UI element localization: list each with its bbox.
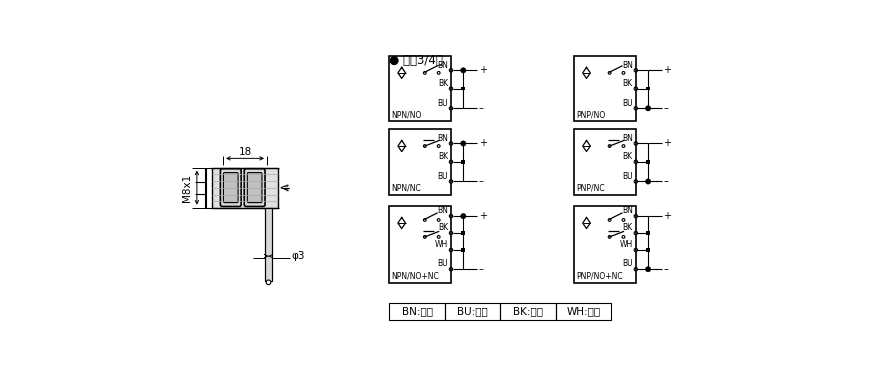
Text: +: +: [479, 211, 487, 221]
Text: +: +: [664, 211, 672, 221]
Bar: [646, 231, 650, 235]
Text: BU: BU: [437, 172, 448, 181]
Bar: [390, 303, 445, 320]
Bar: [574, 56, 636, 121]
Text: –: –: [479, 176, 483, 186]
Text: BU: BU: [622, 259, 632, 269]
Bar: [574, 206, 636, 283]
FancyBboxPatch shape: [220, 169, 241, 206]
Circle shape: [646, 266, 651, 272]
Text: WH: WH: [434, 240, 448, 249]
Bar: [390, 206, 451, 283]
Text: BK: BK: [438, 223, 448, 232]
Text: BN: BN: [622, 206, 632, 215]
FancyBboxPatch shape: [244, 169, 265, 206]
Text: M8x1: M8x1: [182, 174, 193, 202]
Text: BK:黑色: BK:黑色: [513, 307, 543, 317]
Bar: [646, 87, 650, 90]
Text: –: –: [479, 264, 483, 274]
Text: NPN/NO+NC: NPN/NO+NC: [392, 272, 440, 281]
Text: BU: BU: [622, 172, 632, 181]
Text: +: +: [479, 65, 487, 75]
Bar: [500, 303, 556, 320]
Bar: [390, 129, 451, 195]
FancyBboxPatch shape: [224, 172, 238, 203]
Circle shape: [460, 141, 466, 146]
Circle shape: [460, 68, 466, 73]
Text: BK: BK: [438, 152, 448, 161]
Text: BK: BK: [438, 79, 448, 88]
Text: φ3: φ3: [292, 251, 305, 261]
Text: BK: BK: [623, 152, 632, 161]
Circle shape: [266, 280, 271, 285]
Text: BN: BN: [437, 134, 448, 143]
Text: BN: BN: [622, 61, 632, 70]
Text: NPN/NC: NPN/NC: [392, 183, 421, 192]
Bar: [646, 160, 650, 164]
Bar: [461, 248, 466, 252]
Text: BN:棕色: BN:棕色: [401, 307, 433, 317]
Bar: [646, 248, 650, 252]
Text: BN: BN: [437, 206, 448, 215]
Bar: [266, 208, 271, 281]
Text: BK: BK: [623, 79, 632, 88]
Text: BN: BN: [437, 61, 448, 70]
Text: +: +: [664, 65, 672, 75]
Text: PNP/NO+NC: PNP/NO+NC: [576, 272, 624, 281]
Bar: [461, 87, 466, 90]
Text: –: –: [664, 176, 668, 186]
Text: ● 直涁3/4线: ● 直涁3/4线: [390, 54, 443, 67]
Text: BN: BN: [622, 134, 632, 143]
Text: 18: 18: [238, 147, 252, 157]
Text: BK: BK: [623, 223, 632, 232]
Bar: [445, 303, 500, 320]
Text: PNP/NO: PNP/NO: [576, 110, 606, 119]
Text: NPN/NO: NPN/NO: [392, 110, 422, 119]
Text: WH:白色: WH:白色: [566, 307, 600, 317]
Bar: [266, 208, 271, 281]
Bar: [461, 160, 466, 164]
Bar: [390, 56, 451, 121]
Text: BU: BU: [622, 98, 632, 108]
Bar: [574, 129, 636, 195]
Text: WH: WH: [619, 240, 632, 249]
Text: BU:兰色: BU:兰色: [458, 307, 488, 317]
Text: –: –: [664, 264, 668, 274]
Circle shape: [646, 105, 651, 111]
Text: PNP/NC: PNP/NC: [576, 183, 605, 192]
Text: –: –: [479, 103, 483, 113]
Text: BU: BU: [437, 98, 448, 108]
Circle shape: [646, 179, 651, 184]
Bar: [461, 231, 466, 235]
Text: –: –: [664, 103, 668, 113]
Bar: [556, 303, 611, 320]
Bar: [212, 168, 277, 208]
Circle shape: [460, 213, 466, 219]
Text: +: +: [664, 138, 672, 148]
FancyBboxPatch shape: [247, 172, 262, 203]
Text: BU: BU: [437, 259, 448, 269]
Text: +: +: [479, 138, 487, 148]
